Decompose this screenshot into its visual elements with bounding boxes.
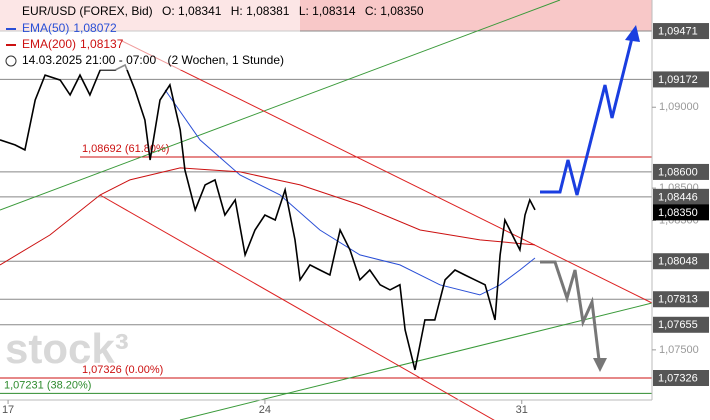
level-label: 1,08446 [658,191,698,203]
x-tick-label: 17 [2,404,14,416]
level-label: 1,07813 [658,294,698,306]
header-line: EUR/USD (FOREX, Bid) O: 1,08341 H: 1,083… [22,4,424,18]
fib-label: 1,07326 (0.00%) [82,364,163,376]
level-box [653,71,709,88]
x-tick-label: 31 [516,404,528,416]
projection-down [540,260,601,361]
ema-line [0,167,536,266]
level-box [653,316,709,333]
legend-value: 1,08137 [80,37,124,51]
title: EUR/USD (FOREX, Bid) [22,4,153,18]
header-bg [0,0,300,70]
ohlc: L: 1,08314 [299,4,356,18]
fib-label: 1,08692 (61.80%) [82,143,169,155]
ohlc: H: 1,08381 [231,4,290,18]
legend-value: 1,08072 [73,21,117,35]
level-label: 1,09172 [658,74,698,86]
level-box [653,188,709,205]
trend-line [0,0,561,211]
period-date: 14.03.2025 21:00 - 07:00 [22,53,156,67]
level-box [653,163,709,180]
y-tick-label: 1,09000 [659,101,699,113]
level-box [653,253,709,270]
level-label: 1,09471 [658,25,698,37]
legend-entry: EMA(50) 1,08072 [22,21,117,35]
clock-icon [5,55,17,67]
level-label: 1,08350 [658,207,698,219]
level-box [653,23,709,40]
level-label: 1,07326 [658,372,698,384]
level-box [653,291,709,308]
channel-line [99,194,495,420]
ohlc: O: 1,08341 [162,4,222,18]
legend: EMA(50) 1,08072 EMA(200) 1,08137 [6,21,124,51]
period-range: (2 Wochen, 1 Stunde) [167,53,284,67]
ohlc: C: 1,08350 [365,4,424,18]
level-label: 1,08048 [658,256,698,268]
level-box [653,370,709,387]
level-label: 1,07655 [658,319,698,331]
level-box [653,204,709,221]
projection-up [540,37,634,196]
ema-line [164,89,536,296]
x-tick-label: 24 [259,404,271,416]
legend-name: EMA(50) [22,21,69,35]
legend-name: EMA(200) [22,37,76,51]
level-label: 1,08600 [658,166,698,178]
channel-line [119,39,653,304]
arrow-head [593,358,607,372]
legend-entry: EMA(200) 1,08137 [22,37,124,51]
period: 14.03.2025 21:00 - 07:00 (2 Wochen, 1 St… [22,53,284,67]
y-tick-label: 1,07500 [659,344,699,356]
watermark: stock³ [5,325,129,372]
fib-label: 1,07231 (38.20%) [4,379,91,391]
arrow-head [625,25,640,42]
